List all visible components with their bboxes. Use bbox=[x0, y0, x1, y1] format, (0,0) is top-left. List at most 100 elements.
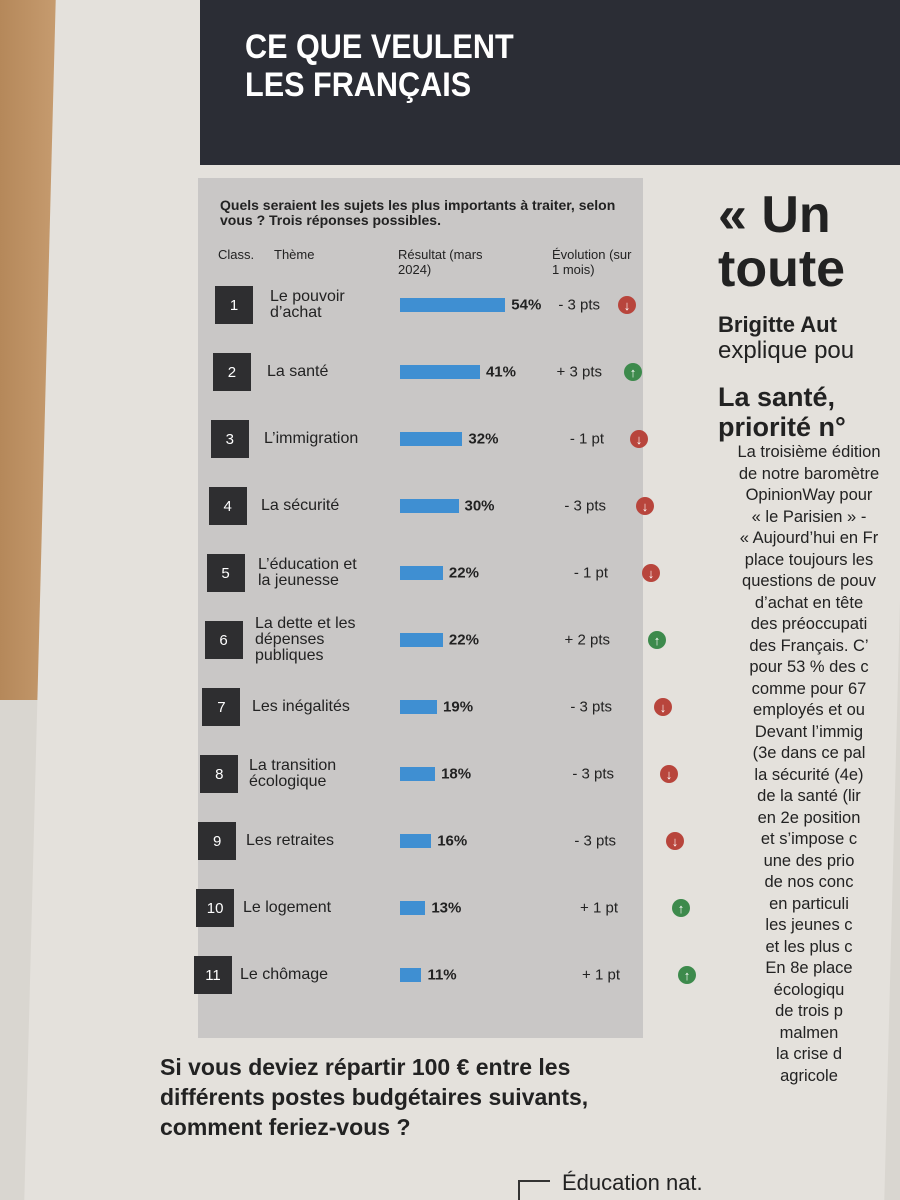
value-label: 22% bbox=[448, 631, 479, 649]
evolution-arrow: ↓ bbox=[654, 698, 672, 716]
bar bbox=[400, 700, 438, 714]
bar bbox=[400, 901, 426, 915]
body-line: la sécurité (4e) bbox=[754, 765, 864, 784]
body-line: d’achat en tête bbox=[754, 593, 864, 612]
body-line: une des prio bbox=[763, 851, 855, 870]
legend-marker bbox=[518, 1180, 550, 1200]
body-line: comme pour 67 bbox=[751, 679, 867, 698]
theme-label: La sécurité bbox=[261, 497, 340, 514]
evolution-label: - 1 pt bbox=[569, 430, 604, 448]
value-label: 16% bbox=[437, 832, 468, 850]
evolution-arrow: ↑ bbox=[672, 899, 690, 917]
evolution-label: - 3 pts bbox=[558, 296, 600, 314]
theme-label: La dette et les dépenses publiques bbox=[255, 615, 356, 664]
bar bbox=[400, 566, 443, 580]
evolution-arrow: ↓ bbox=[642, 564, 660, 582]
header-title: CE QUE VEULENT LES FRANÇAIS bbox=[245, 28, 514, 104]
body-line: En 8e place bbox=[765, 959, 853, 977]
rank-box: 10 bbox=[196, 889, 235, 927]
column-header: Résultat (mars 2024) bbox=[398, 247, 483, 277]
rank-box: 5 bbox=[206, 554, 245, 592]
body-line: et les plus c bbox=[765, 937, 853, 956]
body-line: (3e dans ce pal bbox=[752, 744, 866, 762]
theme-label: La transition écologique bbox=[249, 757, 337, 790]
question: Si vous deviez répartir 100 € entre les … bbox=[160, 1054, 589, 1140]
bar bbox=[400, 432, 463, 446]
value-label: 30% bbox=[464, 497, 495, 515]
bar bbox=[400, 499, 459, 513]
byline: Brigitte Aut bbox=[718, 312, 837, 337]
evolution-label: + 1 pt bbox=[582, 966, 620, 984]
evolution-label: - 3 pts bbox=[574, 832, 616, 850]
value-label: 18% bbox=[441, 765, 472, 783]
evolution-arrow: ↓ bbox=[666, 832, 684, 850]
body-line: en particuli bbox=[769, 894, 849, 913]
body-line: pour 53 % des c bbox=[749, 658, 869, 676]
rank-box: 1 bbox=[215, 286, 253, 324]
evolution-arrow: ↑ bbox=[624, 363, 642, 381]
evolution-arrow: ↓ bbox=[630, 430, 648, 448]
evolution-arrow: ↓ bbox=[660, 765, 678, 783]
bar bbox=[400, 767, 436, 781]
rank-box: 7 bbox=[202, 688, 241, 726]
body-line: « Aujourd’hui en Fr bbox=[739, 529, 879, 547]
rank-box: 9 bbox=[198, 822, 237, 860]
value-label: 22% bbox=[448, 564, 479, 582]
column-header: Thème bbox=[274, 247, 315, 262]
value-label: 13% bbox=[431, 899, 462, 917]
theme-label: L’éducation et la jeunesse bbox=[258, 556, 357, 589]
value-label: 11% bbox=[427, 966, 457, 984]
bar bbox=[400, 365, 480, 379]
body-line: la crise d bbox=[775, 1045, 843, 1063]
header-banner bbox=[200, 0, 900, 165]
evolution-label: + 1 pt bbox=[580, 899, 618, 917]
subhead: La santé, bbox=[718, 382, 836, 412]
rank-box: 4 bbox=[208, 487, 247, 525]
byline: explique pou bbox=[718, 337, 855, 364]
subhead-block: La santé, priorité n° bbox=[718, 382, 900, 442]
chart-title: Quels seraient les sujets les plus impor… bbox=[220, 197, 616, 228]
body-line: place toujours les bbox=[744, 550, 874, 569]
title-line: CE QUE VEULENT bbox=[245, 28, 514, 66]
evolution-label: - 3 pts bbox=[572, 765, 614, 783]
body-line: des préoccupati bbox=[750, 615, 868, 633]
column-header: Évolution (sur 1 mois) bbox=[552, 247, 632, 277]
value-label: 54% bbox=[511, 296, 542, 314]
body-line: de nos conc bbox=[764, 873, 854, 891]
evolution-arrow: ↑ bbox=[648, 631, 666, 649]
rank-box: 2 bbox=[212, 353, 251, 391]
evolution-label: + 2 pts bbox=[564, 631, 610, 649]
body-line: Devant l’immig bbox=[754, 722, 864, 741]
evolution-arrow: ↓ bbox=[636, 497, 654, 515]
title-line: LES FRANÇAIS bbox=[245, 66, 472, 104]
body-line: de notre baromètre bbox=[738, 464, 880, 483]
bar bbox=[400, 834, 432, 848]
theme-label: Le chômage bbox=[240, 966, 329, 983]
value-label: 32% bbox=[468, 430, 499, 448]
subhead: priorité n° bbox=[718, 412, 846, 442]
body-line: agricole bbox=[780, 1066, 838, 1085]
evolution-label: + 3 pts bbox=[556, 363, 602, 381]
body-line: écologiqu bbox=[773, 980, 845, 999]
theme-label: Les retraites bbox=[246, 832, 335, 849]
evolution-arrow: ↑ bbox=[678, 966, 696, 984]
body-line: employés et ou bbox=[753, 701, 865, 719]
body-line: « le Parisien » - bbox=[751, 507, 867, 526]
rank-box: 8 bbox=[200, 755, 239, 793]
theme-label: Le pouvoir d’achat bbox=[270, 288, 345, 321]
bar bbox=[400, 633, 443, 647]
theme-label: L’immigration bbox=[264, 430, 359, 447]
body-line: OpinionWay pour bbox=[745, 486, 873, 504]
column-header: Class. bbox=[218, 247, 255, 262]
evolution-arrow: ↓ bbox=[618, 296, 636, 314]
rank-box: 6 bbox=[204, 621, 243, 659]
headline: « Un bbox=[718, 186, 831, 244]
legend-item: Éducation nat. bbox=[562, 1170, 703, 1195]
headline: toute bbox=[718, 240, 846, 298]
body-line: de trois p bbox=[775, 1002, 843, 1020]
body-line: les jeunes c bbox=[765, 916, 853, 934]
body-line: malmen bbox=[779, 1023, 839, 1042]
article: « Un toute Brigitte Aut explique pou La sant… bbox=[718, 188, 900, 1087]
evolution-label: - 1 pt bbox=[573, 564, 608, 582]
